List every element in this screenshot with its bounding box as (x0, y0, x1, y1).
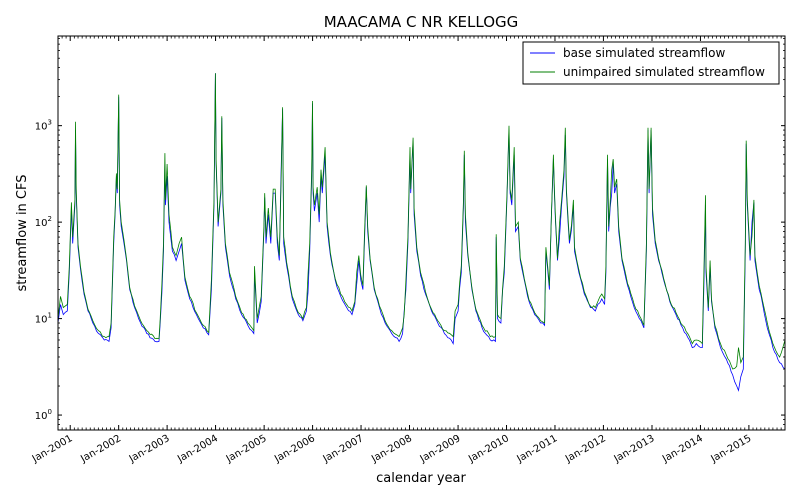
x-axis-label: calendar year (376, 471, 466, 486)
chart-title: MAACAMA C NR KELLOGG (324, 13, 519, 31)
y-tick-label: 101 (35, 312, 52, 326)
series-line-unimpaired (58, 73, 785, 370)
y-axis-label: streamflow in CFS (15, 174, 30, 291)
y-tick-label: 102 (35, 215, 52, 229)
legend-label-unimpaired: unimpaired simulated streamflow (563, 65, 765, 79)
y-axis: 100 101 102 103 (35, 38, 785, 431)
legend-label-base: base simulated streamflow (563, 46, 725, 60)
y-tick-label: 103 (35, 119, 52, 133)
series-layer (58, 73, 785, 392)
legend: base simulated streamflow unimpaired sim… (522, 41, 780, 85)
legend-box (522, 41, 780, 85)
y-tick-label: 100 (35, 408, 52, 422)
